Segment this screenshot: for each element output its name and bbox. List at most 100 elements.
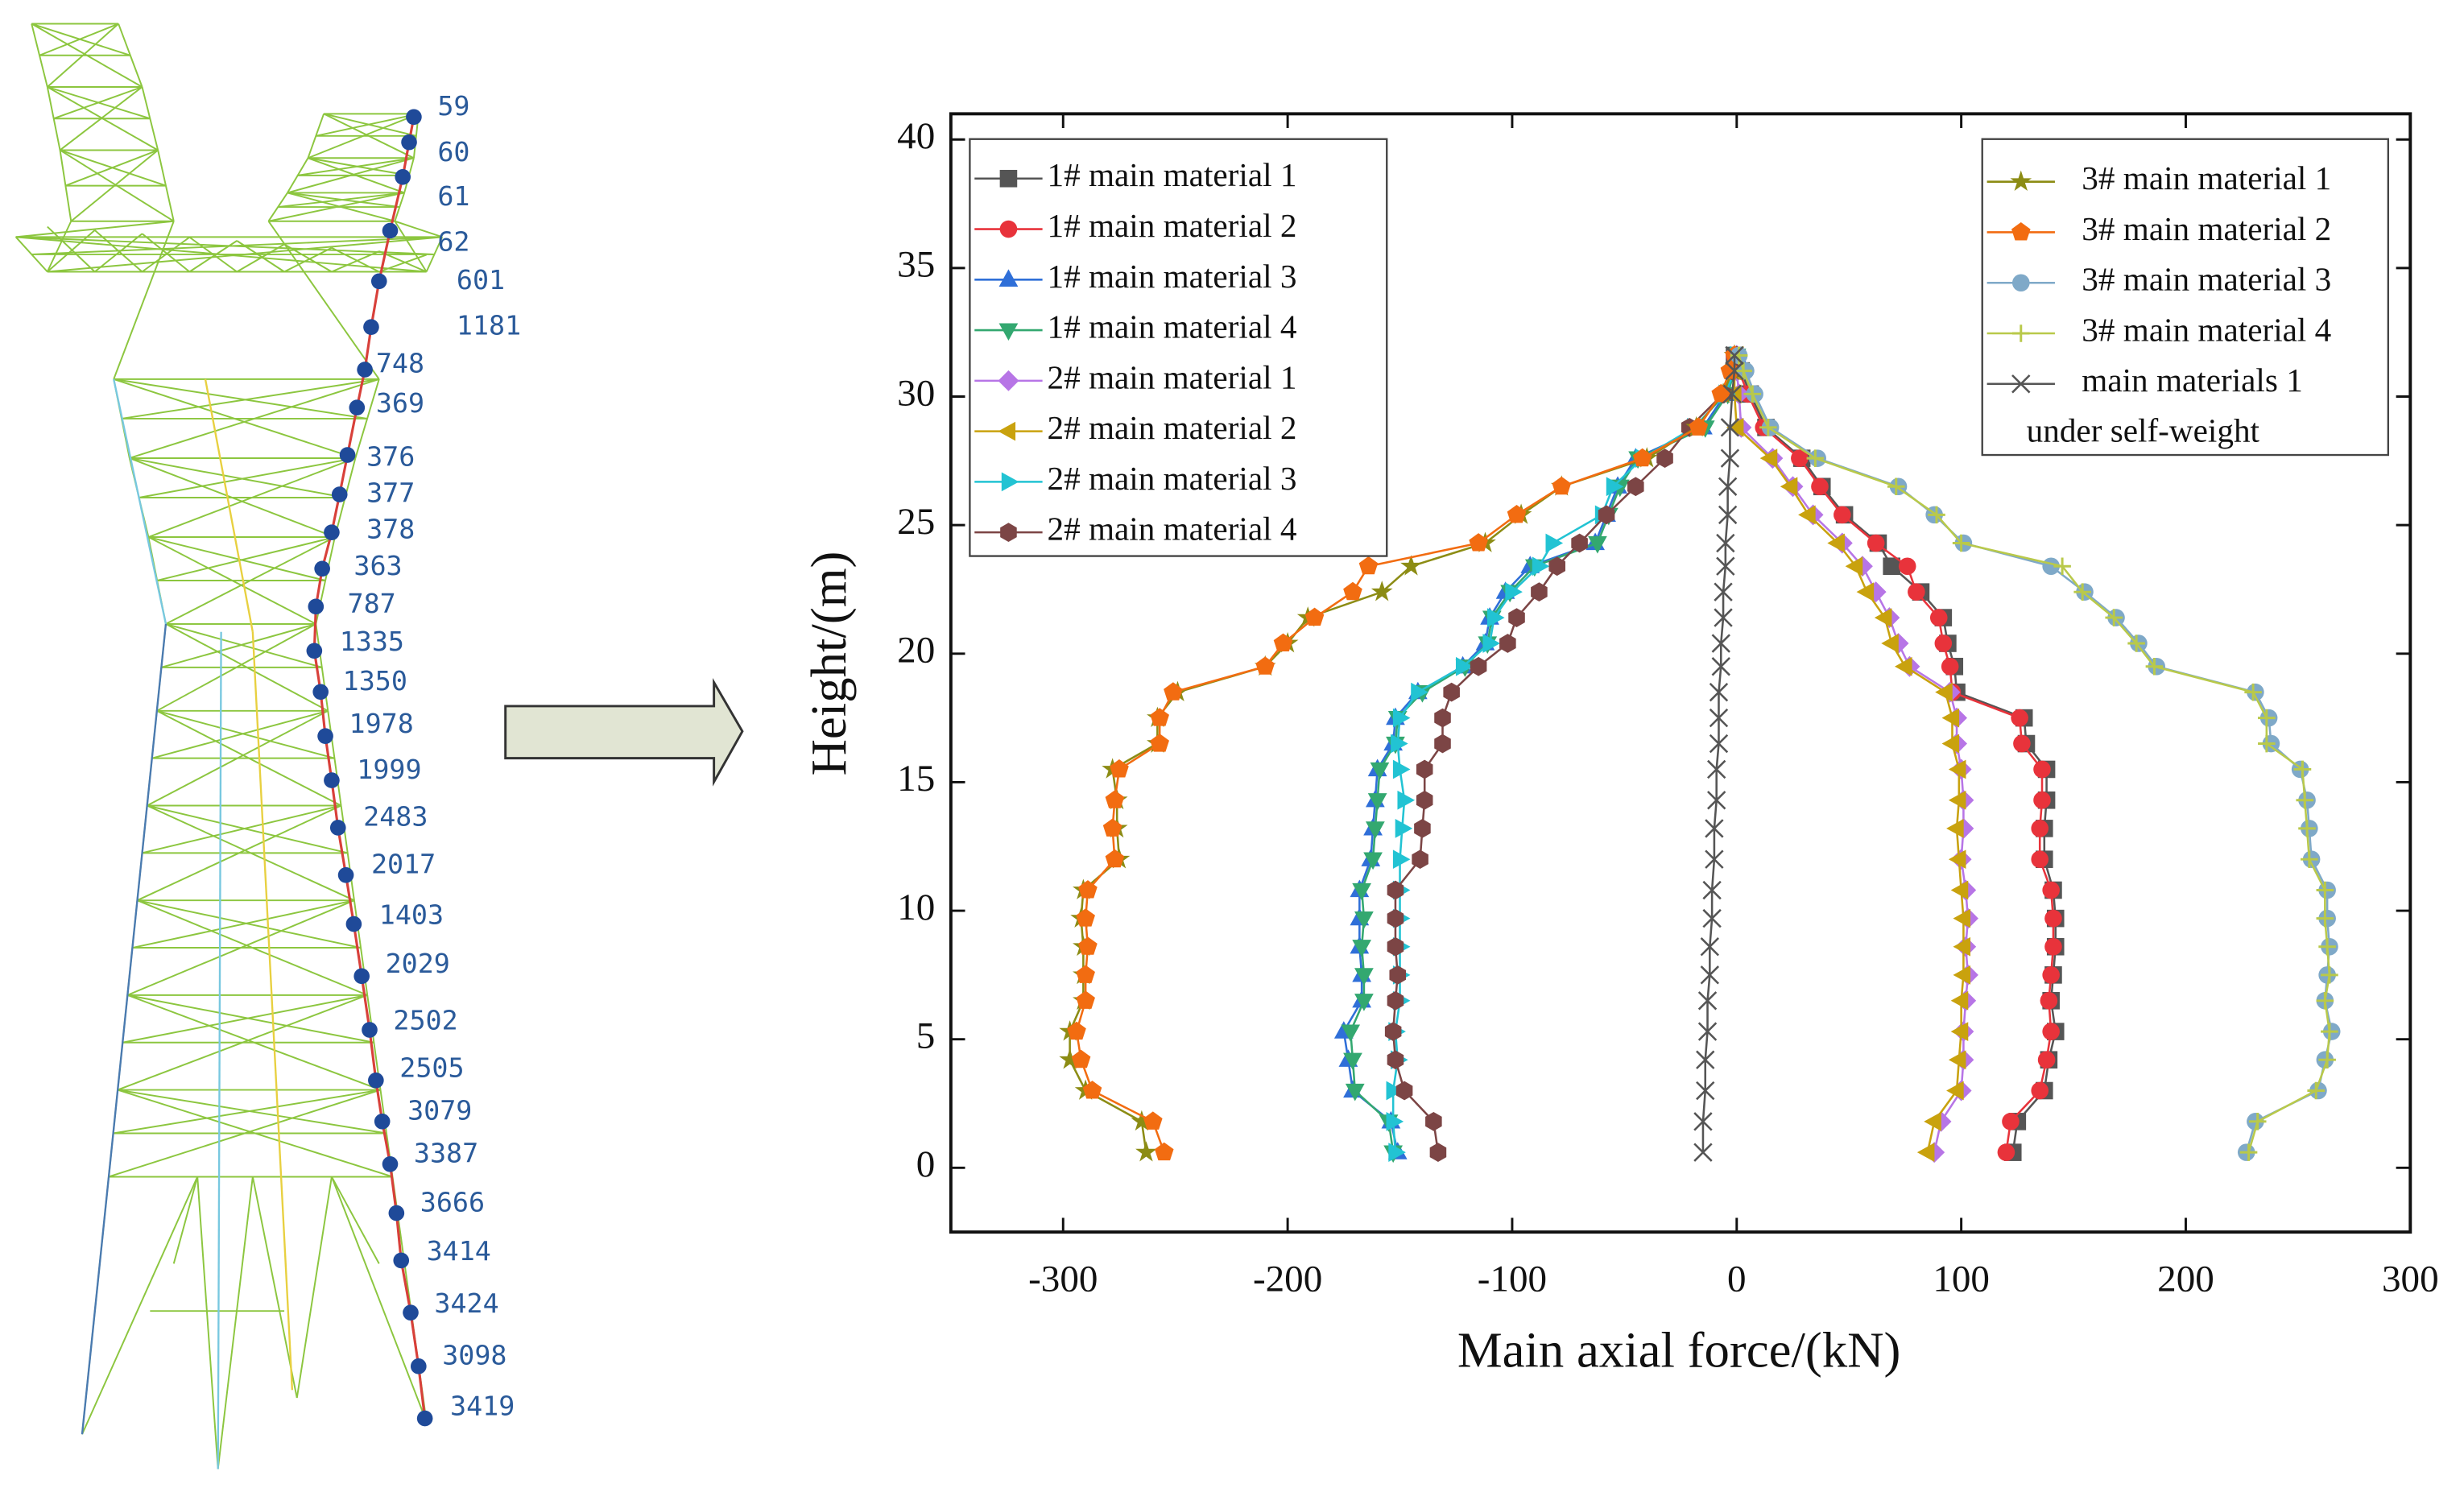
marker	[1780, 477, 1798, 497]
y-tick-label: 10	[897, 887, 935, 928]
marker	[1867, 534, 1885, 552]
marker	[2244, 683, 2262, 701]
node-dot	[382, 1155, 399, 1172]
member	[283, 246, 333, 273]
marker	[1387, 1050, 1404, 1070]
marker	[2316, 881, 2334, 899]
member	[81, 623, 167, 1435]
member	[127, 994, 374, 1044]
marker	[2127, 634, 2145, 652]
marker	[1082, 1081, 1102, 1099]
node-label: 3387	[414, 1138, 478, 1169]
marker	[1743, 385, 1762, 403]
marker	[1700, 937, 1720, 957]
node-dot	[312, 684, 329, 701]
member	[53, 86, 143, 120]
node-label: 3098	[442, 1340, 506, 1371]
legend-label: 1# main material 3	[1048, 258, 1297, 295]
x-tick-label: 200	[2157, 1259, 2214, 1300]
node-label: 2029	[386, 948, 450, 979]
marker	[1392, 708, 1411, 728]
marker	[2248, 1113, 2267, 1130]
marker	[1598, 505, 1615, 525]
member	[165, 622, 323, 668]
marker	[1720, 418, 1740, 437]
marker	[2053, 557, 2071, 576]
marker	[1827, 533, 1845, 553]
member	[39, 23, 119, 56]
marker	[1487, 608, 1505, 627]
marker	[1716, 533, 1735, 553]
node-dot	[362, 1022, 378, 1038]
member	[251, 1176, 298, 1399]
marker	[1709, 708, 1729, 728]
marker	[1791, 449, 1809, 467]
marker	[1706, 759, 1726, 779]
marker	[1714, 582, 1733, 601]
marker	[1059, 1048, 1081, 1069]
node-dot	[339, 447, 356, 463]
member	[172, 1176, 199, 1264]
member	[46, 221, 72, 272]
marker	[1946, 819, 1964, 838]
marker	[1354, 968, 1374, 986]
node-label: 1978	[349, 708, 414, 739]
marker	[1341, 1024, 1361, 1043]
node-label: 377	[366, 477, 415, 509]
marker	[1411, 682, 1428, 702]
marker	[2044, 909, 2062, 928]
member	[283, 243, 333, 273]
node-dot	[388, 1205, 405, 1221]
marker	[1102, 818, 1122, 837]
marker	[1946, 1081, 1964, 1101]
node-dot	[345, 916, 362, 932]
member	[113, 221, 175, 380]
node-dot	[393, 1252, 410, 1269]
marker	[1811, 477, 1829, 496]
marker	[1455, 656, 1474, 676]
legend-marker	[1000, 523, 1017, 543]
member	[31, 236, 443, 255]
node-label: 3419	[450, 1390, 515, 1421]
marker	[1952, 534, 1970, 552]
marker	[1702, 880, 1722, 900]
member	[47, 225, 96, 273]
marker	[1948, 790, 1966, 810]
marker	[1714, 608, 1733, 627]
marker	[1532, 556, 1550, 577]
marker	[2145, 657, 2164, 676]
marker	[2037, 1051, 2056, 1069]
marker	[2042, 1023, 2060, 1040]
marker	[1935, 682, 1953, 702]
x-tick-label: -200	[1253, 1259, 1322, 1300]
marker	[1726, 417, 1744, 437]
marker	[2298, 820, 2316, 837]
legend-label: 3# main material 4	[2082, 311, 2331, 348]
node-dot	[324, 524, 340, 540]
marker	[1255, 656, 1275, 675]
series-line	[1391, 355, 1738, 1153]
marker	[1627, 477, 1644, 497]
legend-box	[969, 138, 1388, 557]
marker	[1343, 581, 1362, 601]
legend-marker	[999, 220, 1018, 238]
marker	[1806, 449, 1825, 467]
marker	[1718, 505, 1738, 525]
marker	[1725, 345, 1744, 366]
marker	[1414, 819, 1431, 838]
y-tick-label: 30	[897, 372, 935, 414]
marker	[2316, 909, 2334, 928]
member	[395, 220, 443, 238]
member	[114, 378, 368, 420]
marker	[1908, 583, 1925, 601]
marker	[1076, 965, 1095, 983]
marker	[1696, 1081, 1715, 1101]
marker	[1110, 759, 1129, 778]
marker	[2031, 820, 2049, 837]
marker	[1948, 759, 1966, 779]
member	[94, 233, 143, 273]
marker	[1632, 448, 1652, 467]
marker	[1429, 1143, 1447, 1163]
legend-marker	[1001, 472, 1019, 492]
legend-label: 3# main material 3	[2082, 261, 2331, 298]
